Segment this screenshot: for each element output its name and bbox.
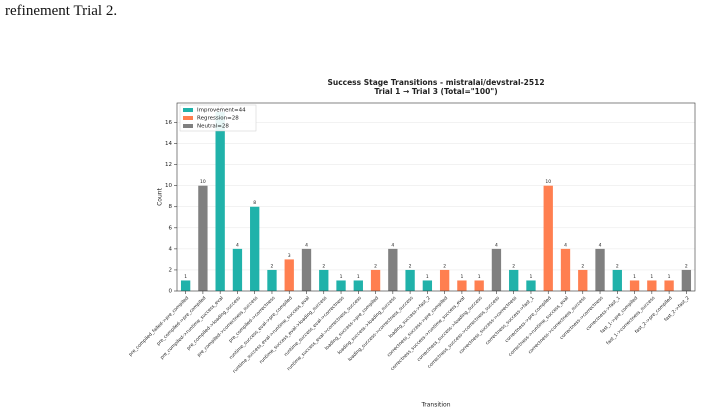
- value-label: 1: [650, 274, 653, 280]
- plot-frame: [176, 102, 696, 292]
- bar: [301, 248, 312, 291]
- value-label: 4: [236, 242, 239, 248]
- value-label: 1: [478, 274, 481, 280]
- chart-title: Success Stage Transitions - mistralai/de…: [327, 78, 544, 87]
- value-label: 1: [633, 274, 636, 280]
- value-label: 8: [253, 200, 256, 206]
- legend-swatch: [183, 124, 193, 128]
- y-tick-label: 8: [169, 204, 173, 210]
- bar: [681, 269, 692, 291]
- x-tick-label: correctness_success->pre_compiled: [386, 295, 449, 358]
- bar: [578, 269, 588, 291]
- bar: [629, 280, 640, 291]
- bar: [405, 269, 415, 291]
- y-tick-label: 6: [169, 225, 173, 231]
- value-label: 1: [668, 274, 671, 280]
- value-label: 2: [374, 263, 377, 269]
- y-tick-label: 14: [165, 141, 172, 147]
- x-tick-label: pre_compiled_failed->pre_compiled: [128, 295, 190, 357]
- y-tick-label: 2: [169, 267, 173, 273]
- bar: [457, 280, 467, 291]
- bar: [491, 248, 502, 291]
- value-label: 1: [460, 274, 463, 280]
- y-tick-label: 10: [165, 183, 172, 189]
- value-label: 4: [305, 242, 308, 248]
- legend-swatch: [183, 116, 193, 120]
- paragraph-text: refinement Trial 2.: [5, 3, 118, 19]
- value-label: 10: [545, 179, 551, 185]
- value-label: 2: [322, 263, 325, 269]
- x-tick-label: correctness->fast_1: [585, 295, 622, 332]
- y-axis-label: Count: [157, 187, 164, 205]
- value-label: 1: [426, 274, 429, 280]
- value-label: 2: [616, 263, 619, 269]
- legend-label: Regression=28: [197, 116, 239, 122]
- bar: [388, 248, 398, 291]
- value-label: 10: [200, 179, 206, 185]
- bar: [526, 280, 536, 291]
- bar: [664, 280, 674, 291]
- value-label: 2: [512, 263, 515, 269]
- value-label: 2: [443, 263, 446, 269]
- bar: [422, 280, 433, 291]
- legend-label: Neutral=28: [197, 124, 229, 130]
- value-label: 2: [409, 263, 412, 269]
- value-label: 3: [288, 253, 291, 259]
- x-axis-label: Transition: [420, 402, 450, 409]
- bar: [474, 280, 484, 291]
- x-tick-label: runtime_success_eval->pre_compiled: [228, 295, 294, 361]
- value-label: 1: [184, 274, 187, 280]
- bar: [180, 280, 191, 291]
- bar: [543, 185, 553, 291]
- value-label: 2: [581, 263, 584, 269]
- x-tick-label: pre_compiled->correctness_success: [196, 295, 260, 359]
- bar: [250, 206, 260, 291]
- bar: [370, 269, 381, 291]
- bar: [560, 248, 571, 291]
- y-tick-label: 4: [169, 246, 173, 252]
- bar: [215, 111, 225, 291]
- x-tick-label: correctness->runtime_success_eval: [507, 295, 570, 358]
- bar: [439, 269, 450, 291]
- bar: [319, 269, 329, 291]
- bar: [267, 269, 277, 291]
- value-label: 2: [271, 263, 274, 269]
- bar: [595, 248, 605, 291]
- bar: [647, 280, 657, 291]
- bar: [509, 269, 519, 291]
- value-label: 2: [685, 263, 688, 269]
- y-tick-label: 12: [165, 162, 172, 168]
- legend-label: Improvement=44: [197, 108, 246, 114]
- bar: [232, 248, 243, 291]
- bar: [353, 280, 363, 291]
- legend-swatch: [183, 108, 193, 112]
- bar: [612, 269, 622, 291]
- bar: [284, 259, 294, 291]
- value-label: 4: [564, 242, 567, 248]
- value-label: 1: [340, 274, 343, 280]
- chart-subtitle: Trial 1 → Trial 3 (Total="100"): [374, 87, 497, 96]
- value-label: 1: [357, 274, 360, 280]
- y-tick-label: 16: [165, 120, 172, 126]
- bar: [336, 280, 346, 291]
- value-label: 4: [599, 242, 602, 248]
- value-label: 4: [495, 242, 498, 248]
- value-label: 4: [391, 242, 394, 248]
- bar: [198, 185, 208, 291]
- x-tick-label: pre_compiled->runtime_success_eval: [159, 295, 225, 361]
- y-tick-label: 0: [169, 289, 173, 295]
- x-tick-label: runtime_success_eval->correctness: [283, 295, 346, 358]
- value-label: 1: [530, 274, 533, 280]
